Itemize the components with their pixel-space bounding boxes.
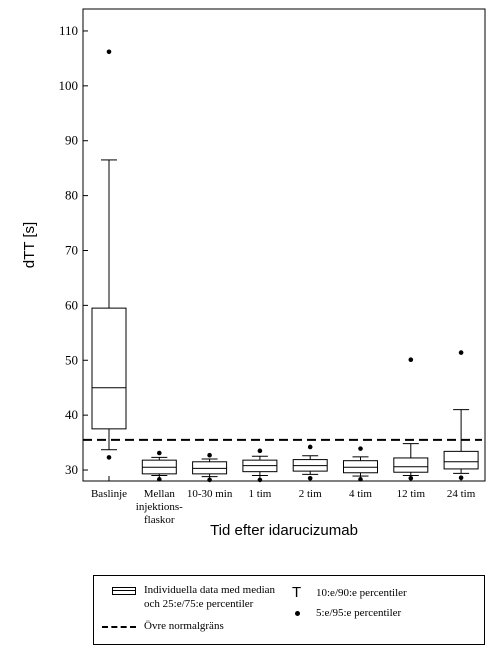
percentile-point [458, 350, 464, 355]
x-category-label: 10-30 min [187, 488, 233, 500]
box-group [343, 446, 378, 482]
x-category-label: 4 tim [349, 488, 372, 500]
box-group [91, 49, 127, 460]
y-axis-title: dTT [s] [21, 222, 38, 268]
y-axis: 30 40 50 60 70 80 90 100 110 [59, 23, 88, 477]
y-tick-label: 100 [59, 78, 79, 93]
legend-whisker-symbol: T [292, 584, 302, 601]
x-category-label: injektions- [136, 501, 183, 513]
legend-dot-symbol [295, 611, 300, 616]
x-category-label: flaskor [144, 514, 175, 526]
box-group [242, 448, 278, 483]
legend-dot-label: 5:e/95:e percentiler [316, 607, 402, 619]
y-tick-label: 90 [65, 133, 78, 148]
iqr-box [343, 460, 378, 474]
iqr-box [192, 461, 228, 475]
x-category-label: 1 tim [248, 488, 271, 500]
percentile-point [307, 444, 313, 450]
legend: Individuella data med median och 25:e/75… [93, 575, 485, 645]
percentile-point [358, 477, 363, 482]
percentile-point [408, 357, 414, 363]
y-tick-label: 50 [65, 352, 78, 367]
percentile-point [257, 477, 263, 483]
percentile-point [358, 446, 363, 451]
box-group [192, 452, 228, 483]
x-category-label: 12 tim [397, 488, 426, 500]
percentile-point [207, 477, 212, 483]
box-series [91, 49, 479, 483]
percentile-point [106, 455, 112, 460]
box-group [141, 450, 177, 482]
y-tick-label: 110 [59, 23, 78, 38]
iqr-box [91, 307, 127, 430]
x-category-label: 2 tim [299, 488, 322, 500]
y-tick-label: 30 [65, 462, 78, 477]
x-axis-title: Tid efter idarucizumab [210, 522, 358, 539]
x-category-label: Baslinje [91, 488, 127, 500]
y-tick-label: 40 [65, 407, 78, 422]
percentile-point [157, 450, 162, 456]
percentile-point [257, 448, 263, 454]
box-group [292, 444, 328, 481]
legend-box-symbol [112, 587, 136, 595]
percentile-point [307, 475, 313, 481]
iqr-box [393, 457, 429, 473]
legend-dash-symbol [102, 626, 136, 628]
x-category-label: Mellan [144, 488, 176, 500]
legend-box-label-line1: Individuella data med median [144, 584, 276, 596]
y-tick-label: 80 [65, 188, 78, 203]
legend-box-label-line2: och 25:e/75:e percentiler [144, 598, 254, 610]
legend-whisker-label: 10:e/90:e percentiler [316, 587, 407, 599]
percentile-point [408, 475, 414, 481]
box-group [443, 350, 479, 481]
percentile-point [458, 475, 464, 481]
percentile-point [106, 49, 112, 55]
percentile-point [207, 452, 212, 458]
legend-dash-label: Övre normalgräns [144, 620, 224, 632]
y-tick-label: 60 [65, 297, 78, 312]
box-plot-chart: 30 40 50 60 70 80 90 100 110 Baslinje Mellaninjek… [21, 8, 486, 539]
percentile-point [157, 477, 162, 482]
y-tick-label: 70 [65, 242, 78, 257]
plot-frame [82, 8, 486, 482]
iqr-box [443, 450, 479, 470]
box-group [393, 357, 429, 481]
x-category-label: 24 tim [447, 488, 476, 500]
